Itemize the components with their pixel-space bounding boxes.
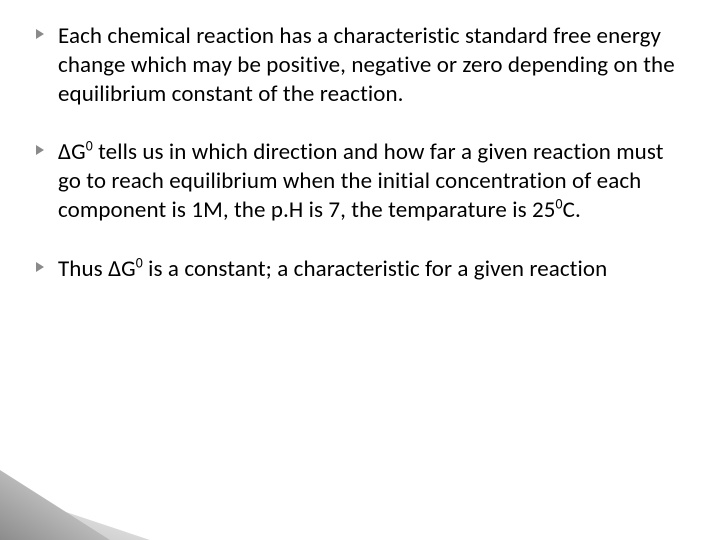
bullet-text: ∆G0 tells us in which direction and how … bbox=[58, 138, 664, 224]
bullet-item: Each chemical reaction has a characteris… bbox=[36, 22, 684, 108]
play-icon bbox=[36, 29, 44, 39]
play-icon bbox=[36, 262, 44, 272]
play-icon bbox=[36, 145, 44, 155]
corner-decoration bbox=[0, 470, 150, 540]
bullet-text: Thus ∆G0 is a constant; a characteristic… bbox=[58, 255, 607, 283]
bullet-list: Each chemical reaction has a characteris… bbox=[36, 22, 684, 283]
slide: Each chemical reaction has a characteris… bbox=[0, 0, 720, 540]
bullet-text: Each chemical reaction has a characteris… bbox=[58, 22, 675, 108]
bullet-item: Thus ∆G0 is a constant; a characteristic… bbox=[36, 255, 684, 284]
bullet-item: ∆G0 tells us in which direction and how … bbox=[36, 138, 684, 224]
